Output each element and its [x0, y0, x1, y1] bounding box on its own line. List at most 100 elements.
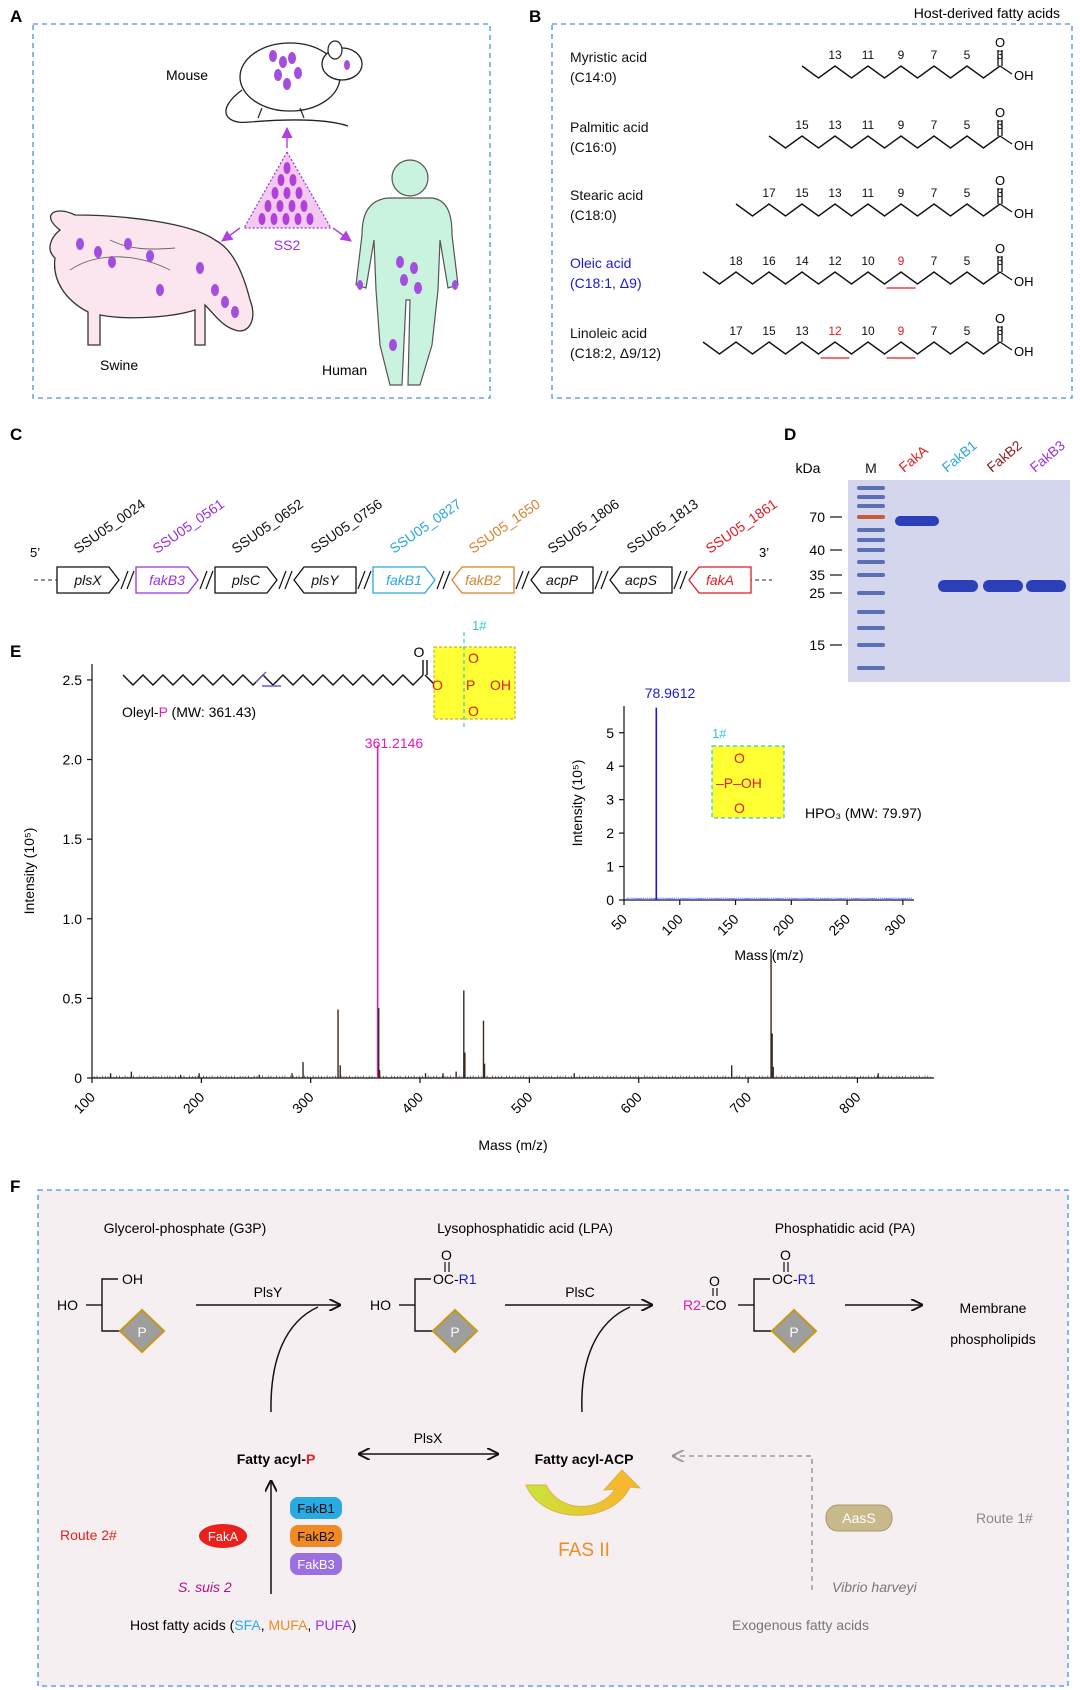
fakb1-badge: [290, 1497, 342, 1519]
hydroxyl-oh: OH: [1014, 206, 1034, 221]
carbon-number: 14: [795, 254, 809, 268]
lpa-title: Lysophosphatidic acid (LPA): [437, 1220, 613, 1236]
carbon-number: 7: [931, 254, 938, 268]
phosphate-o-minus: O: [468, 703, 479, 719]
hpo3-o-minus: O: [734, 800, 745, 816]
panel-b: B Host-derived fatty acids Myristic acid…: [529, 5, 1073, 399]
fakb2-label: FakB2: [297, 1529, 335, 1544]
host-fatty-acids-label: Host fatty acids (SFA, MUFA, PUFA): [130, 1617, 356, 1633]
hpo3-label: HPO₃ (MW: 79.97): [805, 805, 922, 821]
acid-chain: [801, 65, 1001, 79]
carbon-number: 15: [762, 324, 776, 338]
y-tick-label: 1: [606, 859, 614, 875]
locus-tag: SSU05_0652: [229, 495, 307, 556]
aass-label: AasS: [842, 1510, 875, 1526]
carbon-number: 9: [898, 324, 905, 338]
acid-formula: (C18:0): [570, 207, 617, 223]
y-tick-label: 2: [606, 825, 614, 841]
carbon-number: 5: [964, 324, 971, 338]
break-mark: [521, 570, 530, 590]
human-label: Human: [322, 362, 367, 378]
locus-tag: SSU05_0827: [387, 495, 465, 556]
break-mark: [594, 570, 603, 590]
ladder-band: [857, 528, 885, 532]
swine-illustration: [49, 210, 254, 346]
lpa-carbonyl-o: O: [441, 1247, 452, 1263]
carbonyl-o: O: [995, 241, 1005, 256]
break-mark: [363, 570, 372, 590]
carbon-number: 13: [828, 118, 842, 132]
x-axis-label: Mass (m/z): [478, 1137, 547, 1153]
ladder-band: [857, 504, 885, 508]
gene-name: plsX: [73, 572, 102, 588]
lpa-ho: HO: [370, 1297, 391, 1313]
lpa-phosphate-icon: P: [450, 1324, 459, 1340]
ss2-triangle: [221, 126, 352, 242]
break-mark: [673, 570, 682, 590]
break-mark: [120, 570, 129, 590]
acid-formula: (C18:1, Δ9): [570, 275, 642, 291]
carbon-number: 3: [997, 324, 1004, 338]
ester-o: O: [432, 677, 443, 693]
inset-peak-label: 78.9612: [645, 685, 696, 701]
carbon-number: 15: [795, 186, 809, 200]
hydroxyl-bond: [999, 341, 1013, 351]
g3p-ho: HO: [57, 1297, 78, 1313]
acid-name: Linoleic acid: [570, 325, 647, 341]
plsx-label: PlsX: [414, 1430, 443, 1446]
panel-b-frame: [551, 23, 1073, 399]
g3p-structure: [86, 1278, 166, 1354]
carbonyl-o: O: [995, 105, 1005, 120]
hydroxyl-bond: [999, 203, 1013, 213]
x-tick-label: 200: [770, 911, 798, 939]
carbon-number: 5: [964, 254, 971, 268]
x-tick-label: 200: [180, 1089, 208, 1117]
x-tick-label: 150: [714, 911, 742, 939]
carbon-number: 11: [862, 118, 875, 132]
acid-name: Oleic acid: [570, 255, 631, 271]
break-mark: [600, 570, 609, 590]
y-tick-label: 1.5: [63, 831, 83, 847]
y-tick-label: 5: [606, 725, 614, 741]
break-mark: [199, 570, 208, 590]
lpa-ester: OC-R1: [433, 1271, 477, 1287]
y-tick-label: 1.0: [63, 911, 83, 927]
gene-acpP: [530, 566, 594, 594]
mouse-label: Mouse: [166, 67, 208, 83]
hydroxyl-oh: OH: [1014, 344, 1034, 359]
carbon-number: 7: [931, 48, 938, 62]
acid-name: Palmitic acid: [570, 119, 649, 135]
carbon-number: 3: [997, 118, 1004, 132]
ladder-band: [857, 626, 885, 630]
gene-name: fakB2: [465, 572, 501, 588]
pa-carbonyl-o-1: O: [780, 1247, 791, 1263]
route1-label: Route 1#: [976, 1510, 1033, 1526]
ss2-label: SS2: [274, 237, 301, 253]
gene-name: acpP: [546, 572, 579, 588]
hydroxyl-oh: OH: [1014, 274, 1034, 289]
ladder-band: [857, 515, 885, 519]
panel-a-letter: A: [10, 7, 22, 26]
aass-badge: [825, 1504, 893, 1532]
fakb1-label: FakB1: [297, 1501, 335, 1516]
panel-b-letter: B: [529, 7, 541, 26]
main-peak-label: 361.2146: [365, 735, 424, 751]
ladder-band: [857, 591, 885, 595]
g3p-phosphate-icon: P: [137, 1324, 146, 1340]
carbon-number: 3: [997, 254, 1004, 268]
carbon-number: 11: [862, 186, 875, 200]
ladder-band: [857, 666, 885, 670]
x-tick-label: 250: [825, 911, 853, 939]
panel-e-letter: E: [10, 642, 21, 661]
phosphate-oh: OH: [490, 677, 511, 693]
hpo3-o-top: O: [734, 750, 745, 766]
mouse-illustration: [225, 40, 363, 127]
carbon-number: 9: [898, 48, 905, 62]
hpo3-structure: [711, 745, 785, 819]
exogenous-label: Exogenous fatty acids: [732, 1617, 869, 1633]
carbon-number: 5: [964, 48, 971, 62]
phosphate-o-top: O: [468, 650, 479, 666]
carbonyl-o: O: [995, 35, 1005, 50]
carbon-number: 11: [862, 48, 875, 62]
